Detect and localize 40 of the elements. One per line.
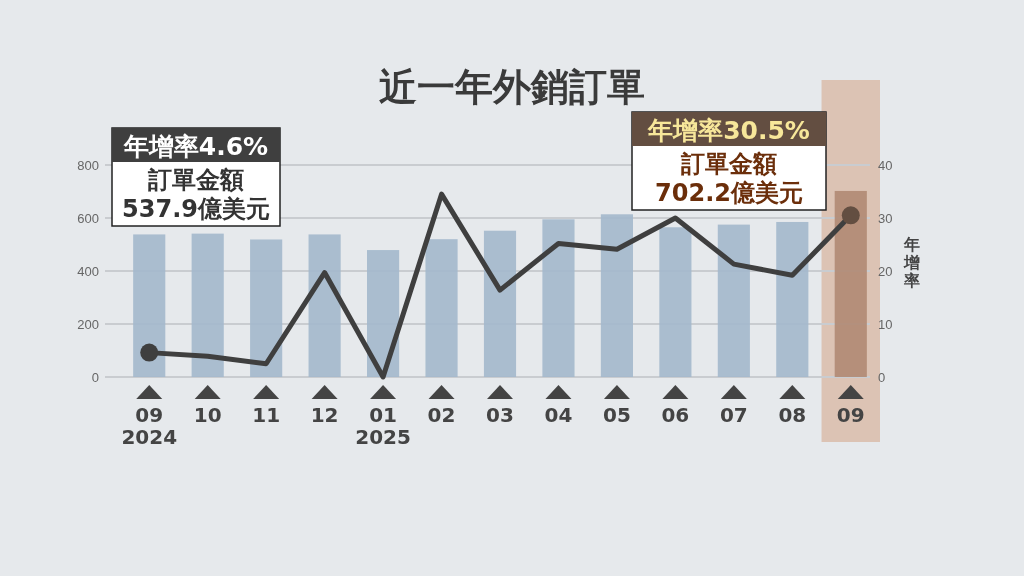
bar [367, 250, 400, 377]
y-tick-label: 800 [77, 157, 99, 173]
x-tick-label: 06 [661, 403, 690, 427]
x-tick-label: 03 [486, 403, 514, 427]
annotation: 年增率4.6% 訂單金額 537.9億美元 [122, 132, 270, 223]
bar [834, 190, 867, 377]
y2-axis-title: 年增率 [903, 235, 920, 290]
x-tick-label: 09 [836, 403, 865, 427]
bar [133, 234, 166, 377]
bar [659, 227, 692, 377]
x-tick-label: 12 [310, 403, 339, 427]
annotation: 年增率30.5% 訂單金額 702.2億美元 [647, 116, 810, 207]
y-tick-label: 400 [77, 263, 99, 279]
y2-tick-label: 0 [878, 369, 886, 385]
x-tick-label: 11 [252, 403, 281, 427]
x-tick-label: 08 [778, 403, 807, 427]
bar [542, 219, 575, 377]
x-tick-label: 10 [193, 403, 222, 427]
y2-tick-label: 30 [878, 210, 893, 226]
x-tick-label: 02 [427, 403, 456, 427]
y2-tick-label: 10 [878, 316, 893, 332]
bar [600, 214, 633, 377]
x-tick-label: 07 [719, 403, 748, 427]
bar [425, 239, 458, 377]
x-tick-label: 04 [544, 403, 573, 427]
bar [717, 224, 750, 377]
bar [308, 234, 341, 377]
y-tick-label: 600 [77, 210, 99, 226]
y-tick-label: 0 [91, 369, 99, 385]
x-tick-label: 01 2025 [355, 403, 411, 449]
y2-tick-label: 20 [878, 263, 893, 279]
y-tick-label: 200 [77, 316, 99, 332]
bar [191, 233, 224, 377]
chart-title: 近一年外銷訂單 [379, 65, 645, 109]
y2-tick-label: 40 [878, 157, 893, 173]
x-tick-label: 05 [603, 403, 631, 427]
bar [483, 230, 517, 377]
bar [250, 239, 283, 377]
bar [776, 221, 809, 377]
x-tick-label: 09 2024 [121, 403, 178, 449]
